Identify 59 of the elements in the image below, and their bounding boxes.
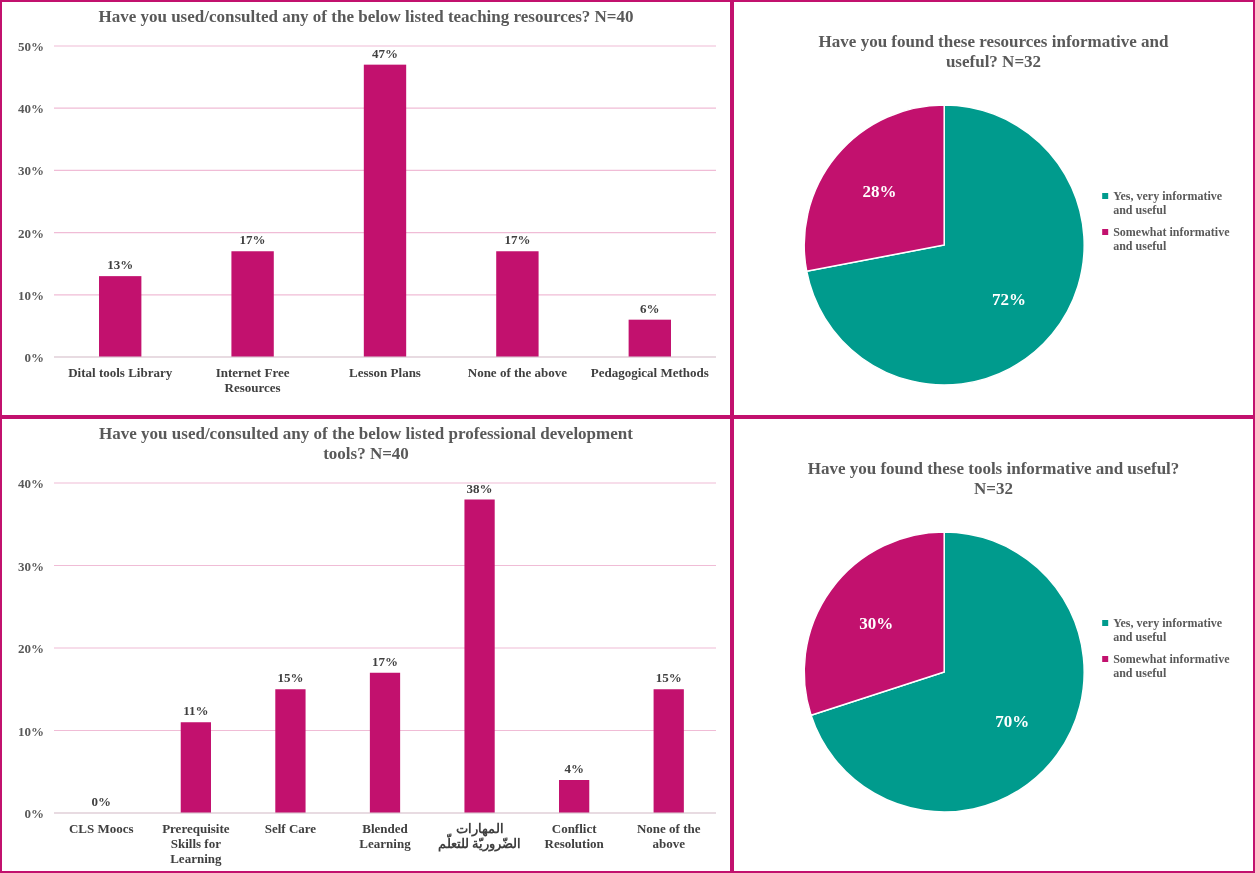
title: Have you found these tools informative and useful? — [807, 459, 1180, 478]
data-label: 13% — [107, 257, 134, 273]
xtick: Blended — [362, 821, 408, 836]
data-label: 15% — [277, 670, 304, 686]
data-label: 17% — [372, 653, 398, 669]
legend: and useful — [1113, 239, 1167, 253]
data-label: 70% — [995, 712, 1030, 732]
ytick: 30% — [18, 558, 44, 574]
legend: Yes, very informative — [1113, 189, 1223, 203]
xtick: Learning — [170, 851, 222, 866]
xtick: Resources — [224, 380, 281, 395]
data-label: 15% — [655, 670, 682, 686]
ytick: 0% — [24, 350, 44, 365]
xtick: Resolution — [544, 836, 604, 851]
ytick: 10% — [18, 287, 44, 303]
ytick: 20% — [18, 641, 44, 656]
legend: and useful — [1113, 630, 1167, 644]
title: Have you used/consulted any of the below listed professional development — [99, 424, 633, 443]
data-label: 0% — [91, 794, 112, 809]
xtick: CLS Moocs — [68, 821, 134, 836]
data-label: 17% — [239, 232, 266, 248]
ytick: 50% — [18, 39, 44, 54]
xtick: Self Care — [264, 821, 317, 836]
legend: Somewhat informative — [1113, 225, 1230, 239]
ytick: 0% — [24, 806, 44, 821]
title: Have you used/consulted any of the below listed teaching resources? N=40 — [98, 7, 634, 26]
ytick: 20% — [18, 225, 44, 241]
xtick: Skills for — [170, 836, 221, 851]
xtick: Pedagogical Methods — [590, 365, 709, 380]
title: Have you found these resources informative and — [818, 32, 1169, 51]
data-label: 30% — [859, 613, 894, 633]
xtick: Lesson Plans — [349, 365, 421, 380]
data-label: 47% — [372, 45, 398, 61]
data-label: 28% — [862, 182, 897, 202]
xtick: Prerequisite — [162, 821, 230, 836]
xtick: None of the above — [467, 365, 568, 380]
xtick: None of the — [636, 821, 701, 836]
data-label: 6% — [640, 300, 660, 316]
title: N=32 — [974, 479, 1013, 498]
xtick: Learning — [359, 836, 411, 851]
ytick: 40% — [18, 476, 44, 491]
ytick: 30% — [18, 163, 44, 179]
title: tools? N=40 — [323, 444, 409, 463]
data-label: 38% — [466, 480, 493, 496]
legend: Somewhat informative — [1113, 652, 1230, 666]
ytick: 10% — [18, 723, 44, 739]
legend: and useful — [1113, 666, 1167, 680]
ytick: 40% — [18, 101, 44, 117]
legend: Yes, very informative — [1113, 616, 1223, 630]
data-label: 17% — [504, 232, 531, 248]
data-label: 11% — [183, 703, 209, 719]
xtick: Conflict — [551, 821, 597, 836]
data-label: 72% — [991, 289, 1026, 309]
legend: and useful — [1113, 203, 1167, 217]
xtick: above — [652, 836, 685, 851]
xtick: Internet Free — [215, 365, 290, 380]
title: useful? N=32 — [945, 52, 1042, 71]
xtick: Dital tools Library — [68, 365, 173, 380]
data-label: 4% — [564, 761, 584, 776]
